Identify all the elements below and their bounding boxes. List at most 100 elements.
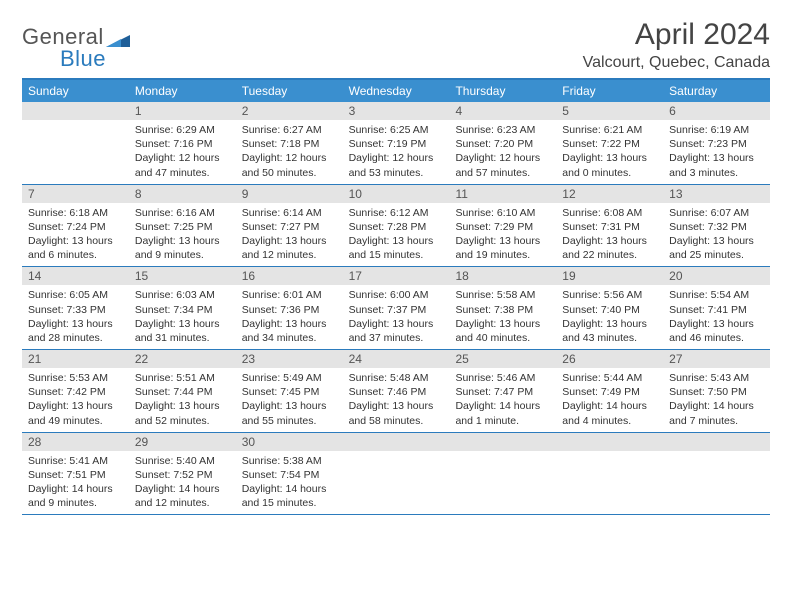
- day-number: 9: [236, 185, 343, 203]
- daylight-text: Daylight: 13 hours and 3 minutes.: [669, 151, 764, 179]
- day-number: 7: [22, 185, 129, 203]
- sunrise-text: Sunrise: 5:46 AM: [455, 371, 550, 385]
- calendar-cell: 27Sunrise: 5:43 AMSunset: 7:50 PMDayligh…: [663, 350, 770, 432]
- cell-body: Sunrise: 5:40 AMSunset: 7:52 PMDaylight:…: [129, 451, 236, 515]
- day-number: 16: [236, 267, 343, 285]
- calendar-cell: [556, 433, 663, 515]
- sunrise-text: Sunrise: 5:43 AM: [669, 371, 764, 385]
- sunset-text: Sunset: 7:52 PM: [135, 468, 230, 482]
- sunrise-text: Sunrise: 6:27 AM: [242, 123, 337, 137]
- sunset-text: Sunset: 7:41 PM: [669, 303, 764, 317]
- sunset-text: Sunset: 7:34 PM: [135, 303, 230, 317]
- sunset-text: Sunset: 7:31 PM: [562, 220, 657, 234]
- calendar-cell: [343, 433, 450, 515]
- calendar-cell: 30Sunrise: 5:38 AMSunset: 7:54 PMDayligh…: [236, 433, 343, 515]
- calendar-cell: 21Sunrise: 5:53 AMSunset: 7:42 PMDayligh…: [22, 350, 129, 432]
- sunrise-text: Sunrise: 6:18 AM: [28, 206, 123, 220]
- calendar: SundayMondayTuesdayWednesdayThursdayFrid…: [22, 78, 770, 515]
- day-number: 14: [22, 267, 129, 285]
- sunset-text: Sunset: 7:37 PM: [349, 303, 444, 317]
- sunset-text: Sunset: 7:49 PM: [562, 385, 657, 399]
- week-row: 1Sunrise: 6:29 AMSunset: 7:16 PMDaylight…: [22, 102, 770, 185]
- day-number: 30: [236, 433, 343, 451]
- day-number: 10: [343, 185, 450, 203]
- cell-body: Sunrise: 6:01 AMSunset: 7:36 PMDaylight:…: [236, 285, 343, 349]
- cell-body: Sunrise: 6:25 AMSunset: 7:19 PMDaylight:…: [343, 120, 450, 184]
- calendar-cell: 25Sunrise: 5:46 AMSunset: 7:47 PMDayligh…: [449, 350, 556, 432]
- day-number: 26: [556, 350, 663, 368]
- sunset-text: Sunset: 7:50 PM: [669, 385, 764, 399]
- sunset-text: Sunset: 7:28 PM: [349, 220, 444, 234]
- calendar-cell: 22Sunrise: 5:51 AMSunset: 7:44 PMDayligh…: [129, 350, 236, 432]
- cell-body: Sunrise: 6:29 AMSunset: 7:16 PMDaylight:…: [129, 120, 236, 184]
- daylight-text: Daylight: 13 hours and 52 minutes.: [135, 399, 230, 427]
- sunrise-text: Sunrise: 6:16 AM: [135, 206, 230, 220]
- cell-body: [343, 451, 450, 458]
- cell-body: Sunrise: 5:51 AMSunset: 7:44 PMDaylight:…: [129, 368, 236, 432]
- calendar-cell: 24Sunrise: 5:48 AMSunset: 7:46 PMDayligh…: [343, 350, 450, 432]
- weeks-container: 1Sunrise: 6:29 AMSunset: 7:16 PMDaylight…: [22, 102, 770, 515]
- sunrise-text: Sunrise: 6:25 AM: [349, 123, 444, 137]
- daylight-text: Daylight: 13 hours and 0 minutes.: [562, 151, 657, 179]
- cell-body: Sunrise: 6:07 AMSunset: 7:32 PMDaylight:…: [663, 203, 770, 267]
- cell-body: Sunrise: 5:44 AMSunset: 7:49 PMDaylight:…: [556, 368, 663, 432]
- daylight-text: Daylight: 12 hours and 50 minutes.: [242, 151, 337, 179]
- cell-body: Sunrise: 6:08 AMSunset: 7:31 PMDaylight:…: [556, 203, 663, 267]
- sunset-text: Sunset: 7:25 PM: [135, 220, 230, 234]
- daylight-text: Daylight: 13 hours and 25 minutes.: [669, 234, 764, 262]
- cell-body: Sunrise: 5:49 AMSunset: 7:45 PMDaylight:…: [236, 368, 343, 432]
- cell-body: Sunrise: 6:27 AMSunset: 7:18 PMDaylight:…: [236, 120, 343, 184]
- day-number: [343, 433, 450, 451]
- day-number: 19: [556, 267, 663, 285]
- cell-body: Sunrise: 5:54 AMSunset: 7:41 PMDaylight:…: [663, 285, 770, 349]
- sunset-text: Sunset: 7:45 PM: [242, 385, 337, 399]
- calendar-cell: 13Sunrise: 6:07 AMSunset: 7:32 PMDayligh…: [663, 185, 770, 267]
- day-number: 25: [449, 350, 556, 368]
- day-number: 29: [129, 433, 236, 451]
- logo-triangle-icon: [106, 34, 130, 50]
- daylight-text: Daylight: 13 hours and 43 minutes.: [562, 317, 657, 345]
- calendar-cell: [22, 102, 129, 184]
- day-number: 23: [236, 350, 343, 368]
- daylight-text: Daylight: 14 hours and 12 minutes.: [135, 482, 230, 510]
- daylight-text: Daylight: 13 hours and 22 minutes.: [562, 234, 657, 262]
- day-number: 20: [663, 267, 770, 285]
- sunrise-text: Sunrise: 5:41 AM: [28, 454, 123, 468]
- sunset-text: Sunset: 7:23 PM: [669, 137, 764, 151]
- cell-body: [663, 451, 770, 458]
- cell-body: Sunrise: 5:48 AMSunset: 7:46 PMDaylight:…: [343, 368, 450, 432]
- day-number: 18: [449, 267, 556, 285]
- day-number: [556, 433, 663, 451]
- cell-body: Sunrise: 5:58 AMSunset: 7:38 PMDaylight:…: [449, 285, 556, 349]
- cell-body: Sunrise: 6:03 AMSunset: 7:34 PMDaylight:…: [129, 285, 236, 349]
- calendar-cell: [663, 433, 770, 515]
- day-header: Tuesday: [236, 80, 343, 102]
- day-number: 13: [663, 185, 770, 203]
- cell-body: Sunrise: 6:21 AMSunset: 7:22 PMDaylight:…: [556, 120, 663, 184]
- calendar-cell: 3Sunrise: 6:25 AMSunset: 7:19 PMDaylight…: [343, 102, 450, 184]
- daylight-text: Daylight: 13 hours and 49 minutes.: [28, 399, 123, 427]
- sunset-text: Sunset: 7:51 PM: [28, 468, 123, 482]
- sunset-text: Sunset: 7:27 PM: [242, 220, 337, 234]
- calendar-cell: 23Sunrise: 5:49 AMSunset: 7:45 PMDayligh…: [236, 350, 343, 432]
- day-number: 22: [129, 350, 236, 368]
- cell-body: [449, 451, 556, 458]
- day-number: 1: [129, 102, 236, 120]
- sunrise-text: Sunrise: 5:58 AM: [455, 288, 550, 302]
- calendar-cell: 9Sunrise: 6:14 AMSunset: 7:27 PMDaylight…: [236, 185, 343, 267]
- sunrise-text: Sunrise: 6:00 AM: [349, 288, 444, 302]
- sunset-text: Sunset: 7:46 PM: [349, 385, 444, 399]
- calendar-cell: 8Sunrise: 6:16 AMSunset: 7:25 PMDaylight…: [129, 185, 236, 267]
- calendar-cell: 26Sunrise: 5:44 AMSunset: 7:49 PMDayligh…: [556, 350, 663, 432]
- day-number: [22, 102, 129, 120]
- sunset-text: Sunset: 7:36 PM: [242, 303, 337, 317]
- calendar-cell: 28Sunrise: 5:41 AMSunset: 7:51 PMDayligh…: [22, 433, 129, 515]
- page-title: April 2024: [583, 18, 770, 52]
- day-number: 28: [22, 433, 129, 451]
- daylight-text: Daylight: 14 hours and 15 minutes.: [242, 482, 337, 510]
- calendar-cell: 17Sunrise: 6:00 AMSunset: 7:37 PMDayligh…: [343, 267, 450, 349]
- sunrise-text: Sunrise: 5:51 AM: [135, 371, 230, 385]
- cell-body: Sunrise: 5:43 AMSunset: 7:50 PMDaylight:…: [663, 368, 770, 432]
- cell-body: Sunrise: 6:10 AMSunset: 7:29 PMDaylight:…: [449, 203, 556, 267]
- sunset-text: Sunset: 7:24 PM: [28, 220, 123, 234]
